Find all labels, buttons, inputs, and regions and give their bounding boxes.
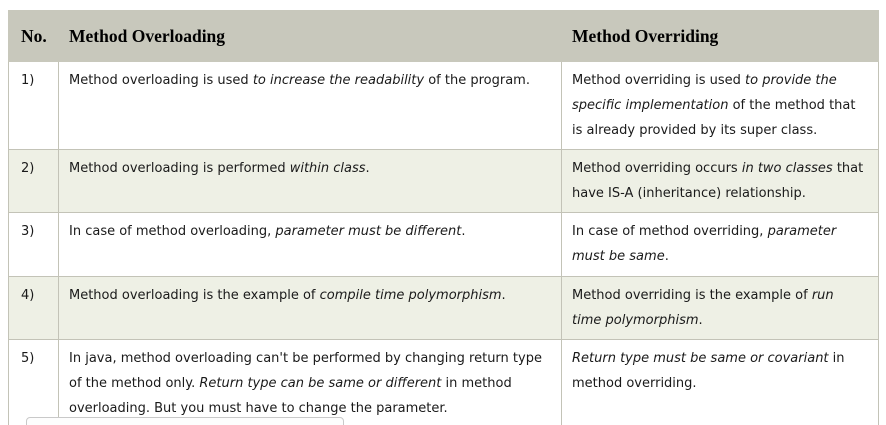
- overriding-cell: In case of method overriding, parameter …: [561, 212, 879, 277]
- table-row: 1) Method overloading is used to increas…: [8, 61, 879, 150]
- row-number: 1): [8, 61, 59, 150]
- overriding-cell: Method overriding is the example of run …: [561, 276, 879, 340]
- row-number: 5): [8, 339, 59, 425]
- overloading-cell: Method overloading is performed within c…: [58, 149, 562, 213]
- cropped-box-below-table: [26, 417, 344, 425]
- overloading-cell: Method overloading is the example of com…: [58, 276, 562, 340]
- overriding-cell: Return type must be same or covariant in…: [561, 339, 879, 425]
- overriding-cell: Method overriding is used to provide the…: [561, 61, 879, 150]
- overloading-cell: In case of method overloading, parameter…: [58, 212, 562, 277]
- row-number: 2): [8, 149, 59, 213]
- overloading-vs-overriding-table: No. Method Overloading Method Overriding…: [8, 10, 879, 425]
- table-row: 5) In java, method overloading can't be …: [8, 339, 879, 425]
- table-row: 4) Method overloading is the example of …: [8, 276, 879, 340]
- table-row: 3) In case of method overloading, parame…: [8, 212, 879, 277]
- table-header-row: No. Method Overloading Method Overriding: [8, 10, 879, 62]
- row-number: 3): [8, 212, 59, 277]
- row-number: 4): [8, 276, 59, 340]
- overriding-cell: Method overriding occurs in two classes …: [561, 149, 879, 213]
- overloading-cell: Method overloading is used to increase t…: [58, 61, 562, 150]
- table-row: 2) Method overloading is performed withi…: [8, 149, 879, 213]
- header-method-overloading: Method Overloading: [58, 10, 562, 62]
- header-no: No.: [8, 10, 59, 62]
- header-method-overriding: Method Overriding: [561, 10, 879, 62]
- overloading-cell: In java, method overloading can't be per…: [58, 339, 562, 425]
